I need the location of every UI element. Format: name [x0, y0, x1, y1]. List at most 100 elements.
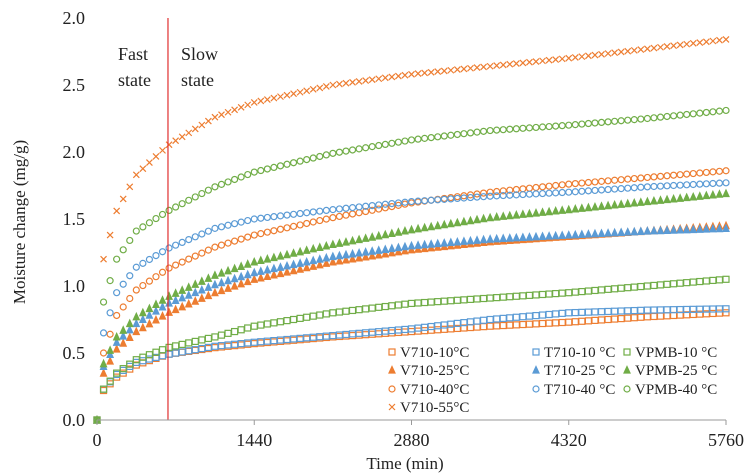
data-point	[722, 36, 730, 43]
data-point	[506, 60, 514, 68]
data-point	[152, 251, 160, 260]
data-point	[407, 224, 416, 234]
data-point	[663, 194, 671, 204]
fast-state-label-line1: Fast	[118, 44, 148, 64]
data-point	[584, 52, 592, 60]
data-point	[571, 53, 579, 61]
data-point	[499, 187, 507, 195]
data-point	[669, 225, 678, 234]
data-point	[184, 290, 193, 299]
data-point	[204, 282, 213, 291]
data-point	[551, 206, 560, 215]
data-point	[316, 207, 324, 215]
data-point	[218, 111, 225, 119]
data-point	[374, 245, 383, 254]
legend-item: V710-25°C	[388, 363, 469, 379]
data-point	[355, 145, 363, 153]
data-point	[362, 207, 370, 216]
data-point	[374, 230, 383, 240]
data-point	[263, 254, 272, 263]
data-point	[204, 273, 213, 282]
y-tick-label: 2.0	[63, 142, 86, 162]
data-point	[171, 295, 180, 304]
data-point	[368, 202, 376, 210]
data-point	[296, 258, 305, 267]
y-tick-label: 2.0	[63, 8, 86, 28]
data-point	[283, 91, 291, 99]
data-point	[624, 47, 632, 55]
data-point	[617, 199, 626, 208]
data-point	[263, 271, 272, 280]
data-point	[518, 232, 527, 242]
data-point	[682, 192, 691, 202]
data-point	[401, 137, 409, 145]
data-point	[322, 215, 330, 223]
data-point	[217, 241, 226, 249]
data-point	[650, 44, 658, 52]
data-point	[250, 267, 259, 277]
legend-label: V710-25°C	[400, 363, 469, 379]
data-point	[315, 254, 324, 263]
data-point	[152, 306, 160, 315]
legend-marker	[623, 348, 631, 356]
data-point	[204, 227, 212, 235]
data-point	[722, 106, 730, 115]
data-point	[440, 132, 448, 140]
data-point	[289, 259, 298, 269]
data-point	[552, 56, 560, 63]
data-point	[715, 223, 724, 233]
data-point	[401, 226, 409, 235]
data-point	[564, 204, 573, 214]
legend-item: T710-10 °C	[532, 345, 615, 361]
data-point	[676, 193, 685, 202]
data-point	[158, 311, 167, 320]
data-point	[132, 227, 140, 235]
data-point	[689, 224, 698, 234]
data-point	[676, 111, 684, 119]
data-point	[394, 138, 402, 146]
data-point	[433, 220, 442, 230]
data-point	[473, 214, 481, 224]
data-point	[630, 46, 638, 54]
data-point	[309, 261, 318, 270]
data-point	[178, 258, 186, 266]
data-point	[525, 208, 534, 218]
data-point	[637, 46, 645, 54]
data-point	[689, 39, 697, 47]
data-point	[132, 326, 141, 336]
data-point	[512, 60, 520, 67]
data-point	[545, 56, 553, 64]
data-point	[309, 154, 317, 162]
data-point	[702, 108, 710, 117]
data-point	[676, 41, 684, 49]
data-point	[486, 62, 494, 70]
data-point	[335, 255, 344, 265]
data-point	[316, 84, 324, 92]
data-point	[100, 255, 107, 263]
data-point	[479, 127, 488, 135]
data-point	[695, 191, 704, 200]
data-point	[224, 283, 232, 292]
data-point	[545, 231, 554, 240]
data-point	[217, 285, 226, 295]
data-point	[112, 331, 121, 341]
data-point	[244, 233, 252, 241]
data-point	[204, 246, 212, 254]
data-point	[328, 256, 337, 266]
data-point	[460, 65, 468, 73]
data-point	[702, 224, 711, 233]
data-point	[564, 230, 573, 239]
data-point	[289, 210, 298, 218]
data-point	[381, 248, 390, 258]
data-point	[315, 242, 324, 251]
legend-marker	[532, 365, 540, 374]
data-point	[296, 157, 304, 165]
data-point	[191, 287, 200, 297]
data-markers	[93, 36, 730, 424]
series-t710-25-c	[93, 223, 730, 424]
data-point	[414, 223, 422, 233]
data-point	[269, 252, 278, 262]
legend-marker	[532, 385, 540, 393]
data-point	[538, 231, 547, 241]
data-point	[328, 239, 337, 249]
